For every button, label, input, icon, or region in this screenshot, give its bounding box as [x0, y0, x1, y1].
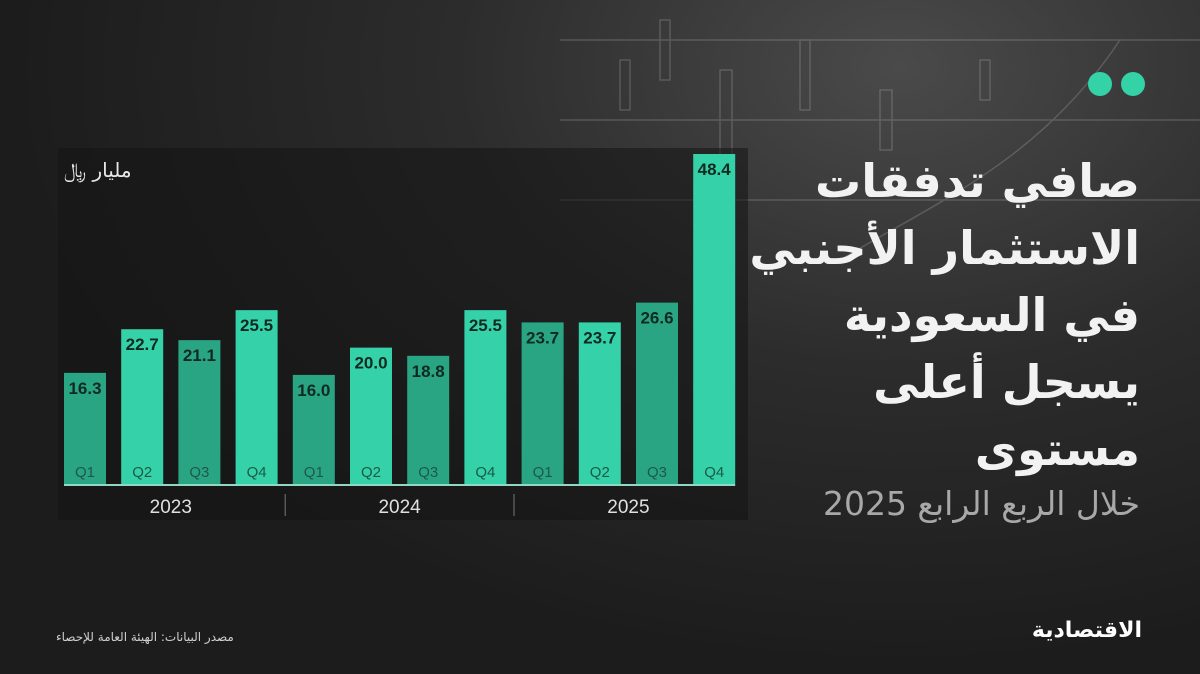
- bar: [178, 340, 221, 484]
- headline: صافي تدفقات الاستثمار الأجنبي في السعودي…: [740, 148, 1140, 483]
- data-label: 16.0: [297, 381, 330, 400]
- quarter-label: Q1: [533, 464, 553, 481]
- quarter-label: Q1: [304, 464, 324, 481]
- accent-dot: [1121, 72, 1145, 96]
- quarter-label: Q4: [475, 464, 495, 481]
- accent-dot: [1088, 72, 1112, 96]
- year-label: 2025: [607, 497, 649, 518]
- headline-line: صافي تدفقات: [815, 154, 1140, 208]
- quarter-label: Q2: [361, 464, 381, 481]
- headline-line: الاستثمار الأجنبي: [749, 221, 1140, 275]
- bar: [464, 310, 507, 484]
- headline-line: مستوى: [974, 422, 1140, 476]
- data-label: 21.1: [183, 346, 216, 365]
- quarter-label: Q3: [189, 464, 209, 481]
- brand-dots: [1088, 72, 1145, 96]
- data-label: 20.0: [354, 354, 387, 373]
- data-label: 48.4: [698, 160, 732, 179]
- data-label: 22.7: [126, 335, 159, 354]
- bar: [292, 374, 335, 484]
- bar: [407, 355, 450, 484]
- bar: [64, 372, 106, 484]
- data-label: 26.6: [640, 309, 673, 328]
- data-label: 23.7: [526, 328, 559, 347]
- subtitle: خلال الربع الرابع 2025: [822, 484, 1140, 523]
- bar: [578, 322, 621, 484]
- bar: [121, 329, 164, 484]
- quarter-label: Q1: [75, 464, 95, 481]
- quarter-label: Q2: [590, 464, 610, 481]
- year-label: 2023: [150, 497, 192, 518]
- chart-panel: 16.3 Q1 22.7 Q2 21.1 Q3 25.5 Q4 16.0 Q1 20.0 Q2 18.8…: [58, 148, 748, 520]
- bar: [235, 310, 278, 484]
- year-label: 2024: [378, 497, 421, 518]
- data-source: مصدر البيانات: الهيئة العامة للإحصاء: [56, 630, 234, 644]
- quarter-label: Q2: [132, 464, 152, 481]
- quarter-label: Q4: [704, 464, 724, 481]
- bar: [521, 322, 564, 484]
- quarter-label: Q3: [647, 464, 667, 481]
- headline-line: في السعودية: [843, 288, 1140, 342]
- bar: [636, 302, 678, 484]
- data-label: 25.5: [469, 316, 502, 335]
- headline-line: يسجل أعلى: [873, 355, 1140, 409]
- data-label: 23.7: [583, 328, 616, 347]
- bar: [350, 347, 392, 484]
- brand-logo: الاقتصادية: [1031, 618, 1142, 643]
- quarter-label: Q3: [418, 464, 438, 481]
- bar-chart: 16.3 Q1 22.7 Q2 21.1 Q3 25.5 Q4 16.0 Q1 20.0 Q2 18.8…: [64, 154, 736, 518]
- quarter-label: Q4: [247, 464, 267, 481]
- unit-label: مليار ﷼: [64, 158, 132, 182]
- data-label: 18.8: [412, 362, 445, 381]
- data-label: 16.3: [68, 379, 101, 398]
- data-label: 25.5: [240, 316, 273, 335]
- bar: [693, 154, 736, 484]
